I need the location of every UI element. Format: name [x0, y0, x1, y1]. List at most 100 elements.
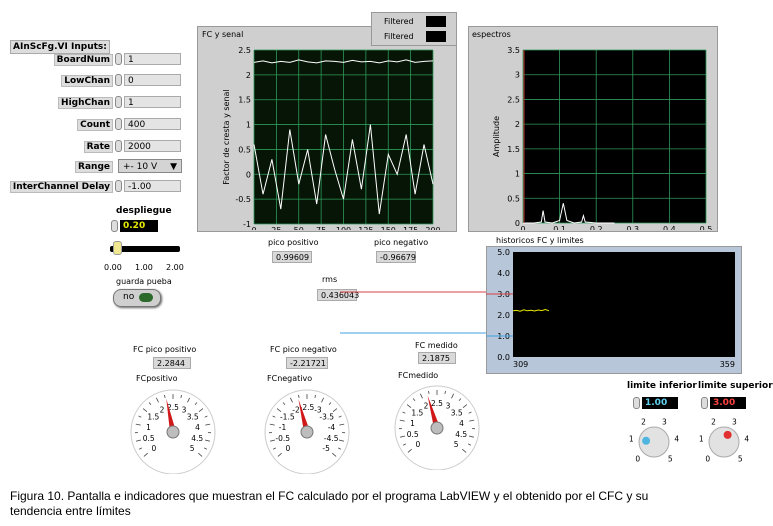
gauge-tick	[136, 439, 142, 442]
fc-medido-gauge: 00.5 11.52 2.5 33.54 4.55	[394, 385, 480, 470]
y-tick-label: 2.0	[497, 311, 510, 320]
fc-negativo-value: -2.21721	[286, 357, 328, 369]
x-tick-label: 125	[358, 226, 373, 230]
gauge-tick-label: -4	[328, 423, 336, 432]
plot-legend: Filtered Filtered	[371, 12, 457, 46]
gauge-tick	[282, 402, 286, 406]
gauge-needle	[427, 395, 440, 429]
x-tick-label: 200	[425, 226, 440, 230]
gauge-tick	[444, 390, 446, 394]
despliegue-slider-handle[interactable]	[113, 241, 122, 255]
y-tick-label: 1.5	[507, 145, 520, 154]
gauge-tick	[187, 397, 191, 403]
limite-superior-spinner[interactable]	[701, 397, 708, 409]
y-tick-label: 0.5	[238, 145, 251, 154]
input-spinner[interactable]	[115, 118, 122, 130]
gauge-tick	[428, 390, 430, 394]
limite-inferior-spinner[interactable]	[633, 397, 640, 409]
knob-tick-label: 1	[629, 434, 634, 443]
gauge-tick-label: 1	[146, 423, 151, 432]
gauge-tick-label: -1	[279, 423, 287, 432]
input-spinner[interactable]	[115, 53, 122, 65]
gauge-tick	[135, 423, 141, 426]
knob-indicator-dot	[723, 430, 732, 439]
input-label-count: Count	[77, 119, 113, 131]
limite-superior-value[interactable]: 3.00	[710, 397, 746, 409]
pico-negativo-label: pico negativo	[374, 238, 429, 247]
dropdown-arrow-icon: ▼	[170, 162, 177, 172]
rms-label: rms	[322, 275, 338, 284]
limite-inferior-knob[interactable]: 0 12 34 5	[618, 410, 690, 474]
gauge-tick-label: 0	[415, 440, 420, 449]
input-spinner[interactable]	[115, 96, 122, 108]
input-value-boardnum[interactable]: 1	[124, 53, 181, 65]
input-value-interchannel-delay[interactable]: -1.00	[124, 180, 181, 192]
gauge-tick	[406, 404, 412, 408]
gauge-tick-label: 1.5	[147, 413, 159, 422]
knob-body[interactable]	[638, 426, 670, 458]
gauge-tick	[321, 397, 325, 403]
despliegue-spinner[interactable]	[111, 220, 118, 232]
y-tick-label: 4.0	[497, 269, 510, 278]
gauge-tick	[204, 415, 208, 418]
gauge-needle	[166, 398, 176, 433]
gauge-tick	[142, 408, 148, 412]
gauge-tick-label: 5	[190, 444, 195, 453]
gauge-negativo-label: FCnegativo	[267, 374, 313, 383]
gauge-tick	[338, 415, 342, 418]
legend-item-1[interactable]: Filtered	[374, 15, 454, 29]
x-tick-label: 359	[720, 360, 735, 369]
input-value-lowchan[interactable]: 0	[124, 74, 181, 86]
y-tick-label: 1	[246, 121, 251, 130]
range-dropdown[interactable]: +- 10 V ▼	[118, 159, 182, 173]
gauge-tick-label: 2.5	[167, 403, 179, 412]
gauge-tick	[272, 447, 276, 450]
gauge-tick	[289, 397, 293, 403]
gauge-tick-label: 2	[424, 402, 429, 411]
despliegue-label: despliegue	[116, 206, 172, 216]
guarda-toggle-button[interactable]: no	[113, 289, 161, 307]
knob-tick-label: 0	[705, 454, 710, 463]
input-value-rate[interactable]: 2000	[124, 140, 181, 152]
gauge-tick	[468, 435, 474, 438]
input-value-highchan[interactable]: 1	[124, 96, 181, 108]
input-label-rate: Rate	[83, 141, 113, 153]
knob-body[interactable]	[708, 426, 740, 458]
input-label-interchannel-delay: InterChannel Delay	[9, 181, 113, 193]
knob-tick-label: 1	[699, 434, 704, 443]
input-value-count[interactable]: 400	[124, 118, 181, 130]
limite-inferior-value[interactable]: 1.00	[642, 397, 678, 409]
gauge-tick	[276, 408, 282, 412]
gauge-tick	[338, 447, 342, 450]
input-spinner[interactable]	[115, 180, 122, 192]
gauge-tick	[402, 411, 406, 414]
legend-item-2[interactable]: Filtered	[374, 30, 454, 44]
fc-negativo-label: FC pico negativo	[270, 345, 337, 354]
pico-positivo-value: 0.99609	[272, 251, 312, 263]
knob-tick-label: 2	[641, 418, 646, 427]
despliegue-value[interactable]: 0.20	[120, 220, 158, 232]
input-label-lowchan: LowChan	[61, 75, 113, 87]
gauge-tick-label: 0	[285, 444, 290, 453]
gauge-tick-label: 1.5	[411, 409, 423, 418]
fc-positivo-label: FC pico positivo	[133, 345, 197, 354]
input-spinner[interactable]	[115, 74, 122, 86]
gauge-tick	[407, 448, 412, 453]
gauge-tick-label: 2	[160, 406, 165, 415]
gauge-tick	[462, 448, 467, 453]
x-tick-label: 75	[316, 226, 326, 230]
x-tick-label: 50	[294, 226, 304, 230]
y-tick-label: 2.5	[507, 95, 520, 104]
y-tick-label: 0	[246, 170, 251, 179]
input-spinner[interactable]	[115, 140, 122, 152]
x-tick-label: 150	[381, 226, 396, 230]
gauge-tick	[399, 419, 405, 422]
gauge-tick-label: 4.5	[455, 430, 467, 439]
x-tick-label: 25	[271, 226, 281, 230]
x-tick-label: 0.1	[553, 225, 566, 230]
gauge-tick	[204, 439, 210, 442]
knob-tick-label: 3	[732, 418, 737, 427]
despliegue-slider-track[interactable]	[110, 246, 180, 252]
limite-superior-knob[interactable]: 0 12 34 5	[688, 410, 760, 474]
